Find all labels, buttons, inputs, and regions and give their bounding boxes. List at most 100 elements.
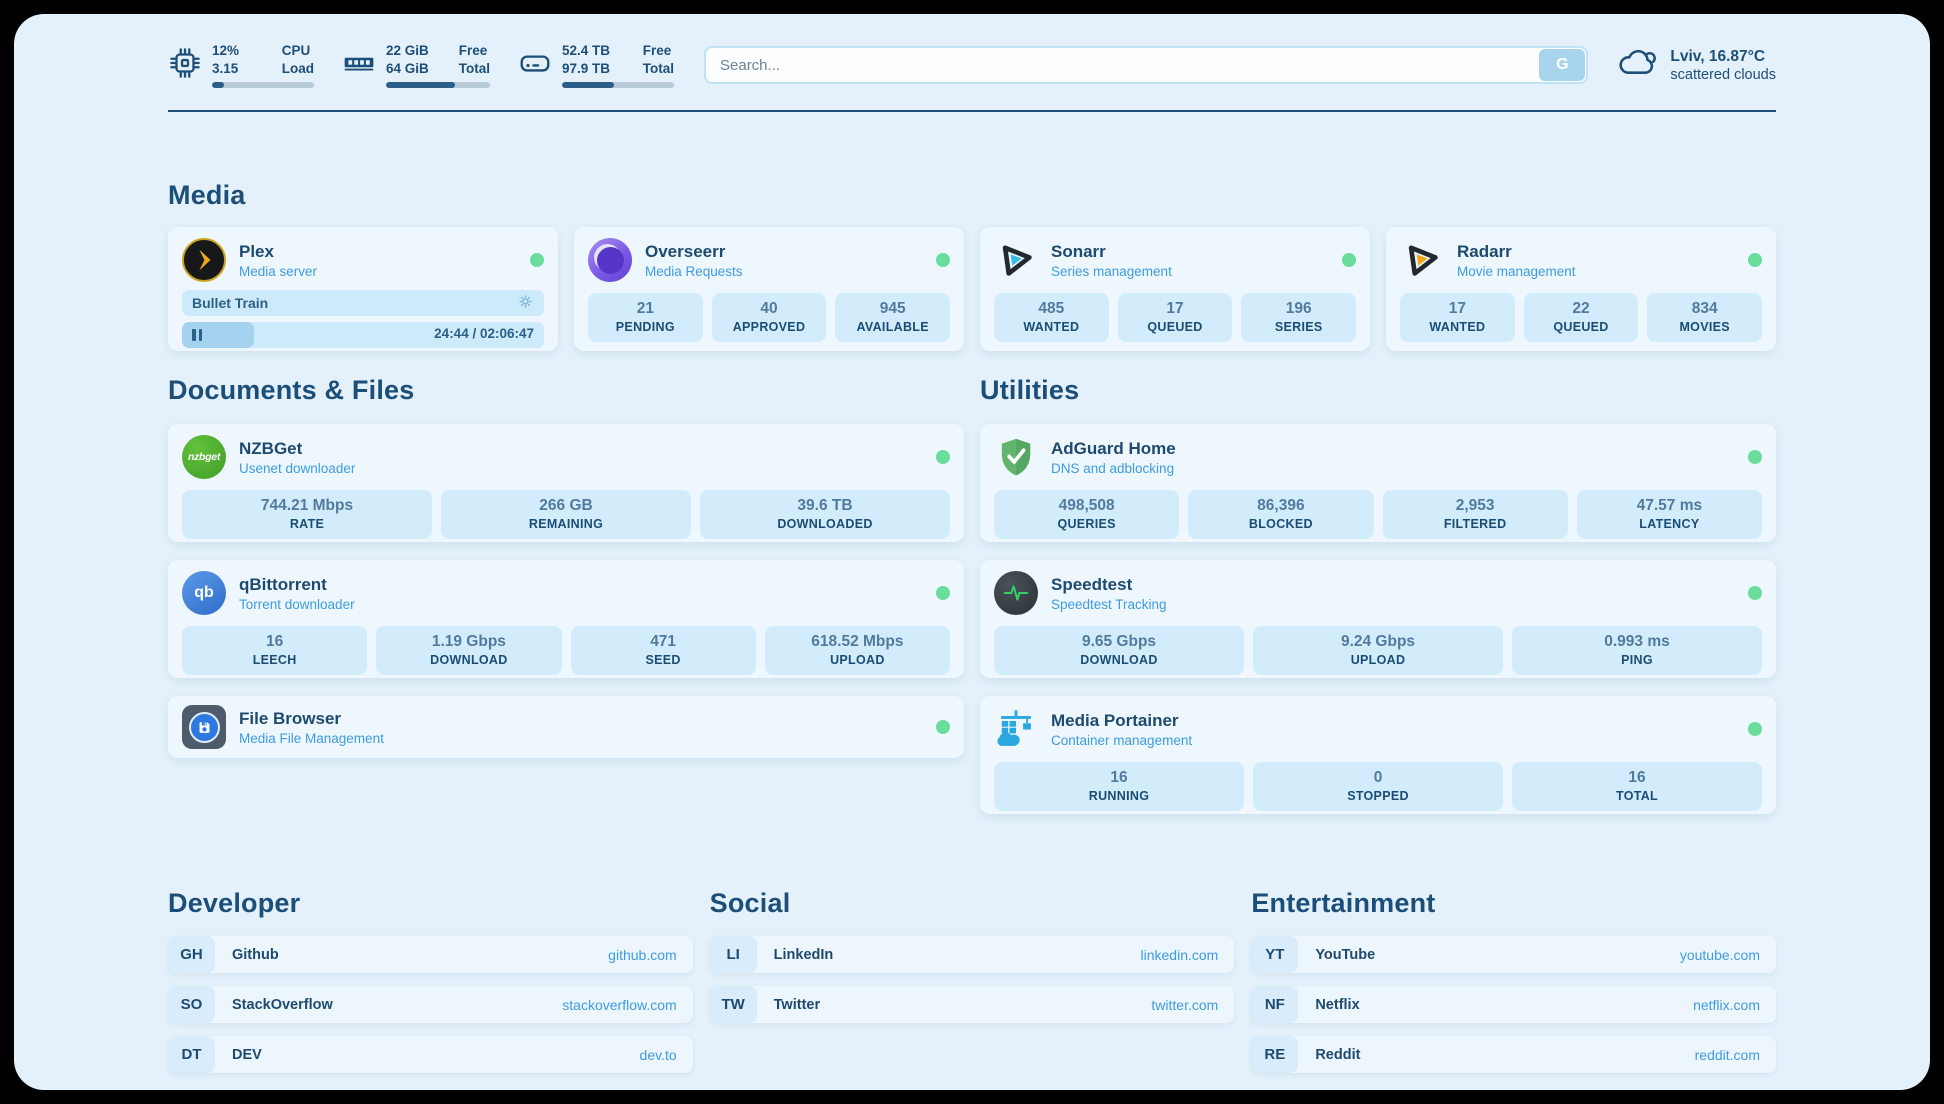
header-divider bbox=[168, 110, 1776, 112]
link-row-github[interactable]: GH Github github.com bbox=[168, 936, 693, 973]
filebrowser-status-dot bbox=[936, 720, 950, 734]
link-row-dev[interactable]: DT DEV dev.to bbox=[168, 1036, 693, 1073]
nzbget-card[interactable]: nzbget NZBGet Usenet downloader 744.21 M… bbox=[168, 424, 964, 542]
playback-time: 24:44 / 02:06:47 bbox=[434, 326, 534, 341]
adguard-status-dot bbox=[1748, 450, 1762, 464]
stat-pill: 0 STOPPED bbox=[1253, 762, 1503, 811]
cpu-load-value: 3.15 bbox=[212, 61, 239, 76]
link-badge: GH bbox=[168, 936, 215, 973]
adguard-title: AdGuard Home bbox=[1051, 438, 1176, 458]
utilities-column: Utilities AdGuard Home DNS and adblockin… bbox=[980, 375, 1776, 832]
radarr-card[interactable]: Radarr Movie management 17 WANTED 22 QUEUE… bbox=[1386, 227, 1776, 351]
cpu-stat: 12% 3.15 CPU Load bbox=[168, 42, 314, 88]
disk-stat: 52.4 TB 97.9 TB Free Total bbox=[518, 42, 674, 88]
link-row-youtube[interactable]: YT YouTube youtube.com bbox=[1251, 936, 1776, 973]
media-cards-row: Plex Media server Bullet Train 24:44 / 0… bbox=[168, 227, 1776, 351]
link-row-stackoverflow[interactable]: SO StackOverflow stackoverflow.com bbox=[168, 986, 693, 1023]
link-url: dev.to bbox=[639, 1046, 677, 1063]
portainer-status-dot bbox=[1748, 722, 1762, 736]
overseerr-title: Overseerr bbox=[645, 241, 726, 261]
section-title-media: Media bbox=[168, 180, 246, 210]
nzbget-icon: nzbget bbox=[182, 435, 226, 479]
stat-pill: 1.19 Gbps DOWNLOAD bbox=[376, 626, 562, 675]
cpu-usage-label: CPU bbox=[281, 43, 311, 59]
speedtest-card[interactable]: Speedtest Speedtest Tracking 9.65 Gbps DO… bbox=[980, 560, 1776, 678]
stat-pill: 196 SERIES bbox=[1241, 293, 1357, 342]
link-name: Netflix bbox=[1315, 996, 1360, 1013]
portainer-icon bbox=[994, 707, 1038, 751]
link-row-netflix[interactable]: NF Netflix netflix.com bbox=[1251, 986, 1776, 1023]
radarr-icon bbox=[1400, 238, 1444, 282]
disk-free-label: Free bbox=[642, 43, 672, 59]
hardware-stats: 12% 3.15 CPU Load bbox=[168, 42, 674, 88]
dashboard-frame: 12% 3.15 CPU Load bbox=[14, 14, 1930, 1090]
filebrowser-card[interactable]: File Browser Media File Management bbox=[168, 696, 964, 758]
link-name: DEV bbox=[232, 1046, 262, 1063]
plex-subtitle: Media server bbox=[239, 263, 318, 279]
sonarr-card[interactable]: Sonarr Series management 485 WANTED 17 QUE… bbox=[980, 227, 1370, 351]
stat-pill: 945 AVAILABLE bbox=[835, 293, 951, 342]
section-title-social: Social bbox=[709, 888, 791, 918]
top-bar: 12% 3.15 CPU Load bbox=[168, 36, 1776, 94]
memory-free-label: Free bbox=[458, 43, 488, 59]
adguard-subtitle: DNS and adblocking bbox=[1051, 460, 1175, 476]
link-name: LinkedIn bbox=[773, 946, 834, 963]
link-badge: TW bbox=[709, 986, 757, 1023]
overseerr-subtitle: Media Requests bbox=[645, 263, 743, 279]
search-input[interactable] bbox=[704, 46, 1589, 84]
stat-pill: 16 LEECH bbox=[182, 626, 368, 675]
link-row-twitter[interactable]: TW Twitter twitter.com bbox=[709, 986, 1235, 1023]
now-playing-row: Bullet Train bbox=[182, 290, 544, 316]
stat-pill: 0.993 ms PING bbox=[1512, 626, 1762, 675]
stat-pill: 471 SEED bbox=[570, 626, 756, 675]
speedtest-status-dot bbox=[1748, 586, 1762, 600]
stat-pill: 47.57 ms LATENCY bbox=[1576, 490, 1762, 539]
overseerr-status-dot bbox=[936, 253, 950, 267]
now-playing-title: Bullet Train bbox=[192, 295, 269, 311]
link-badge: DT bbox=[168, 1036, 215, 1073]
weather-condition: scattered clouds bbox=[1670, 66, 1776, 83]
link-row-reddit[interactable]: RE Reddit reddit.com bbox=[1251, 1036, 1776, 1073]
memory-progress bbox=[386, 81, 490, 88]
cpu-usage-value: 12% bbox=[212, 43, 240, 59]
memory-total-value: 64 GiB bbox=[386, 61, 429, 76]
playback-progress: 24:44 / 02:06:47 bbox=[182, 322, 544, 348]
sonarr-subtitle: Series management bbox=[1051, 263, 1172, 279]
plex-icon bbox=[182, 238, 226, 282]
radarr-title: Radarr bbox=[1457, 241, 1512, 261]
speedtest-icon bbox=[994, 571, 1038, 615]
weather-location: Lviv, 16.87°C bbox=[1670, 47, 1766, 65]
plex-card[interactable]: Plex Media server Bullet Train 24:44 / 0… bbox=[168, 227, 558, 351]
entertainment-section: Entertainment YT YouTube youtube.com NF … bbox=[1251, 888, 1776, 1086]
radarr-subtitle: Movie management bbox=[1457, 263, 1576, 279]
link-row-linkedin[interactable]: LI LinkedIn linkedin.com bbox=[709, 936, 1235, 973]
disk-total-label: Total bbox=[642, 61, 674, 76]
portainer-card[interactable]: Media Portainer Container management 16 R… bbox=[980, 696, 1776, 814]
stat-pill: 9.24 Gbps UPLOAD bbox=[1253, 626, 1503, 675]
link-name: Twitter bbox=[773, 996, 821, 1013]
link-badge: SO bbox=[168, 986, 215, 1023]
stat-pill: 2,953 FILTERED bbox=[1382, 490, 1568, 539]
section-title-developer: Developer bbox=[168, 888, 301, 918]
section-title-entertainment: Entertainment bbox=[1251, 888, 1436, 918]
link-name: StackOverflow bbox=[232, 996, 333, 1013]
settings-icon[interactable] bbox=[517, 293, 534, 313]
weather-widget: Lviv, 16.87°C scattered clouds bbox=[1616, 46, 1776, 84]
link-name: YouTube bbox=[1315, 946, 1376, 963]
documents-column: Documents & Files nzbget NZBGet Usenet d… bbox=[168, 375, 964, 832]
memory-total-label: Total bbox=[458, 61, 490, 76]
sonarr-title: Sonarr bbox=[1051, 241, 1106, 261]
overseerr-card[interactable]: Overseerr Media Requests 21 PENDING 40 APP… bbox=[574, 227, 964, 351]
filebrowser-subtitle: Media File Management bbox=[239, 730, 384, 746]
stat-pill: 498,508 QUERIES bbox=[994, 490, 1180, 539]
memory-progress-fill bbox=[386, 81, 455, 88]
search-provider-button[interactable]: G bbox=[1539, 49, 1586, 81]
qbittorrent-title: qBittorrent bbox=[239, 574, 327, 594]
link-url: youtube.com bbox=[1679, 946, 1760, 963]
stat-pill: 40 APPROVED bbox=[711, 293, 827, 342]
developer-section: Developer GH Github github.com SO StackO… bbox=[168, 888, 693, 1086]
filebrowser-icon bbox=[182, 705, 226, 749]
qbittorrent-card[interactable]: qb qBittorrent Torrent downloader 16 LEEC… bbox=[168, 560, 964, 678]
portainer-title: Media Portainer bbox=[1051, 710, 1179, 730]
adguard-card[interactable]: AdGuard Home DNS and adblocking 498,508 Q… bbox=[980, 424, 1776, 542]
